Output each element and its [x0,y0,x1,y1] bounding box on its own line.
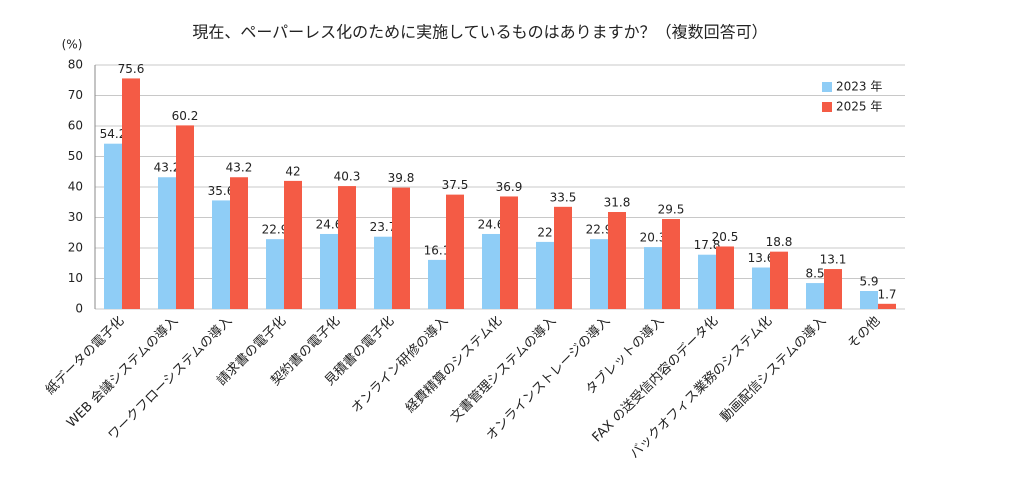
data-label: 1.7 [877,287,896,301]
y-tick-label: 10 [68,271,83,285]
data-label: 22 [537,225,552,239]
data-label: 16.1 [424,243,451,257]
data-label: 54.2 [100,127,127,141]
data-label: 35.6 [208,184,235,198]
y-tick-label: 70 [68,88,83,102]
y-tick-label: 40 [68,180,83,194]
data-label: 5.9 [859,275,878,289]
chart-title: 現在、ペーパーレス化のために実施しているものはありますか？（複数回答可） [192,23,767,42]
data-label: 8.5 [805,267,824,281]
x-tick-label: オンライン研修の導入 [349,314,452,417]
data-label: 23.7 [370,220,397,234]
bar [338,186,356,309]
data-label: 33.5 [550,190,577,204]
data-label: 13.1 [820,253,847,267]
bar [482,233,500,309]
bar [590,239,608,309]
bar [644,247,662,309]
data-label: 75.6 [118,62,145,76]
y-tick-label: 80 [68,58,83,72]
bar [392,187,410,309]
bar [446,194,464,309]
y-axis-label: (%) [62,38,83,52]
x-tick-label: WEB 会議システムの導入 [64,314,181,431]
legend-swatch [822,102,832,112]
bar [122,78,140,309]
data-label: 40.3 [334,170,361,184]
x-tick-label: 動画配信システムの導入 [718,314,829,425]
bar [374,236,392,309]
data-label: 22.9 [586,223,613,237]
y-tick-label: 60 [68,119,83,133]
y-tick-label: 50 [68,149,83,163]
bar [698,254,716,309]
x-tick-label: 経費精算のシステム化 [403,314,505,416]
data-label: 36.9 [496,180,523,194]
data-label: 43.2 [226,161,253,175]
bar [662,219,680,309]
bar [266,239,284,309]
data-label: 24.6 [478,217,505,231]
bar [320,233,338,309]
bar [230,177,248,309]
bar [770,251,788,309]
y-tick-label: 30 [68,210,83,224]
bar [428,259,446,309]
data-label: 24.6 [316,217,343,231]
bar [104,143,122,309]
bar [608,212,626,309]
data-label: 18.8 [766,235,793,249]
legend-label: 2025 年 [836,100,882,114]
data-label: 13.6 [748,251,775,265]
bar [806,283,824,309]
legend-label: 2023 年 [836,80,882,94]
bar [536,241,554,309]
data-label: 22.9 [262,223,289,237]
data-label: 42 [285,164,300,178]
bar [716,246,734,309]
bar [212,200,230,309]
x-tick-label: 文書管理システムの導入 [448,314,559,425]
data-label: 60.2 [172,109,199,123]
data-label: 29.5 [658,203,685,217]
bar [500,196,518,309]
bar [824,269,842,309]
y-tick-label: 20 [68,241,83,255]
data-label: 31.8 [604,196,631,210]
data-label: 37.5 [442,178,469,192]
bar [176,125,194,309]
bar [284,180,302,309]
data-label: 39.8 [388,171,415,185]
bar [878,303,896,309]
data-label: 43.2 [154,161,181,175]
data-label: 20.3 [640,231,667,245]
bar [554,206,572,309]
legend-swatch [822,82,832,92]
bar [158,177,176,309]
data-label: 17.8 [694,238,721,252]
bar [860,291,878,309]
data-label: 20.5 [712,230,739,244]
x-tick-label: その他 [845,314,883,352]
bar [752,267,770,309]
y-tick-label: 0 [75,302,83,316]
